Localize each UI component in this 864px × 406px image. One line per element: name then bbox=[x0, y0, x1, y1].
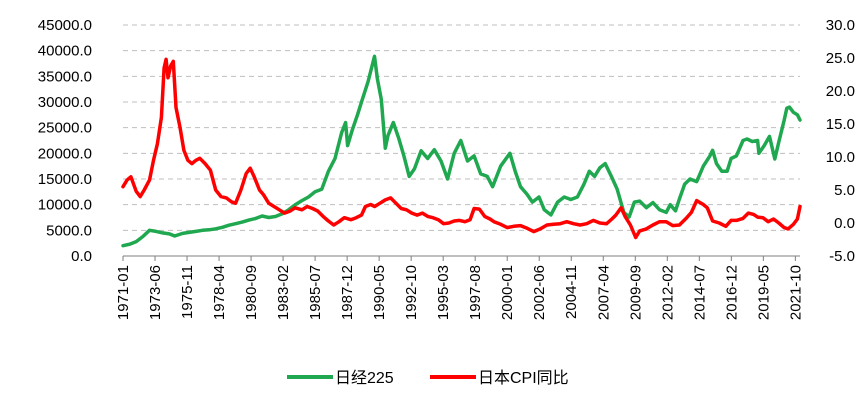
x-tick-label: 1995-03 bbox=[435, 265, 452, 320]
series-line-japan-cpi-yoy bbox=[121, 57, 802, 240]
x-tick-label: 1983-02 bbox=[275, 265, 292, 320]
x-tick-label: 1975-11 bbox=[179, 265, 196, 319]
left-y-tick-label: 20000.0 bbox=[38, 145, 92, 162]
right-y-axis: -5.0 0.0 5.0 10.0 15.0 20.0 25.0 30.0 bbox=[826, 17, 855, 265]
x-tick-label: 1985-07 bbox=[307, 265, 324, 320]
x-tick-label: 2019-05 bbox=[755, 265, 772, 320]
series-line-nikkei225 bbox=[121, 54, 802, 248]
x-tick-label: 1997-08 bbox=[467, 265, 484, 320]
x-tick-label: 2014-07 bbox=[691, 265, 708, 320]
legend-label: 日经225 bbox=[335, 369, 394, 387]
left-y-tick-label: 35000.0 bbox=[38, 68, 92, 85]
legend-label: 日本CPI同比 bbox=[478, 369, 569, 387]
right-y-tick-label: 10.0 bbox=[826, 149, 855, 166]
left-y-tick-label: 0.0 bbox=[71, 248, 92, 265]
left-y-tick-label: 25000.0 bbox=[38, 120, 92, 137]
legend: 日经225 日本CPI同比 bbox=[287, 369, 569, 387]
x-tick-label: 2016-12 bbox=[723, 265, 740, 320]
x-tick-label: 1980-09 bbox=[243, 265, 260, 320]
left-y-tick-label: 40000.0 bbox=[38, 43, 92, 60]
right-y-tick-label: 0.0 bbox=[834, 215, 855, 232]
x-axis: 1971-01 1973-06 1975-11 1978-04 1980-09 1983-… bbox=[115, 255, 804, 320]
x-tick-label: 2021-10 bbox=[787, 265, 804, 320]
left-y-tick-label: 10000.0 bbox=[38, 197, 92, 214]
series-lines bbox=[121, 54, 802, 248]
right-y-tick-label: 25.0 bbox=[826, 50, 855, 67]
x-tick-label: 2012-02 bbox=[659, 265, 676, 320]
right-y-tick-label: -5.0 bbox=[829, 248, 855, 265]
x-tick-label: 1987-12 bbox=[339, 265, 356, 320]
x-tick-label: 2004-11 bbox=[563, 265, 580, 319]
x-tick-label: 1990-05 bbox=[371, 265, 388, 320]
left-y-tick-label: 45000.0 bbox=[38, 17, 92, 34]
right-y-tick-label: 20.0 bbox=[826, 83, 855, 100]
left-y-tick-label: 5000.0 bbox=[46, 222, 92, 239]
x-tick-label: 1978-04 bbox=[211, 265, 228, 320]
right-y-tick-label: 30.0 bbox=[826, 17, 855, 34]
x-tick-label: 2009-09 bbox=[627, 265, 644, 320]
left-y-tick-label: 30000.0 bbox=[38, 94, 92, 111]
right-y-tick-label: 15.0 bbox=[826, 116, 855, 133]
x-tick-label: 1973-06 bbox=[147, 265, 164, 320]
x-tick-label: 2002-06 bbox=[531, 265, 548, 320]
right-y-tick-label: 5.0 bbox=[834, 182, 855, 199]
x-tick-label: 1971-01 bbox=[115, 265, 132, 320]
x-tick-label: 1992-10 bbox=[403, 265, 420, 320]
x-tick-label: 2007-04 bbox=[595, 265, 612, 320]
left-y-axis: 0.0 5000.0 10000.0 15000.0 20000.0 25000.0 300… bbox=[38, 17, 92, 265]
left-y-tick-label: 15000.0 bbox=[38, 171, 92, 188]
gridlines bbox=[123, 24, 800, 231]
x-tick-label: 2000-01 bbox=[499, 265, 516, 320]
